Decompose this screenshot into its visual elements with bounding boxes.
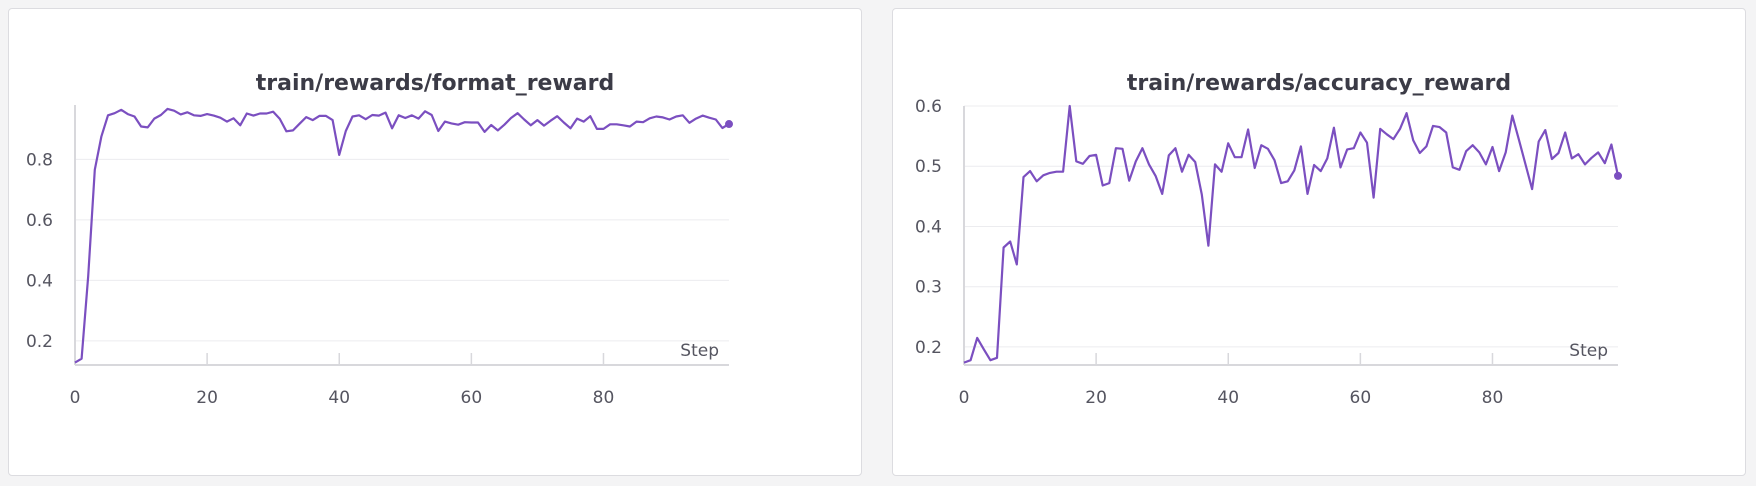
y-tick-label: 0.4	[26, 271, 53, 291]
y-tick-label: 0.6	[915, 97, 942, 117]
x-tick-label: 60	[461, 388, 483, 408]
x-tick-label: 0	[70, 388, 81, 408]
format-reward-plot[interactable]: 0.2 0.4 0.6 0.8 0 20 40 60 80 Step	[9, 9, 863, 477]
series-endpoint[interactable]	[1614, 171, 1622, 180]
series-endpoint[interactable]	[725, 120, 733, 129]
chart-title: train/rewards/accuracy_reward	[1126, 71, 1512, 96]
x-tick-label: 40	[328, 388, 350, 408]
chart-panel-accuracy-reward: train/rewards/accuracy_reward 0.2 0.3 0.4 0…	[892, 8, 1746, 476]
x-axis-label: Step	[680, 341, 719, 361]
y-tick-label: 0.2	[26, 332, 53, 352]
x-tick-label: 20	[1085, 388, 1107, 408]
y-tick-label: 0.6	[26, 211, 53, 231]
y-tick-label: 0.8	[26, 150, 53, 170]
x-axis-label: Step	[1569, 341, 1608, 361]
x-tick-label: 40	[1217, 388, 1239, 408]
chart-title: train/rewards/format_reward	[255, 71, 615, 96]
y-tick-label: 0.3	[915, 278, 942, 298]
x-tick-label: 80	[593, 388, 615, 408]
y-tick-label: 0.2	[915, 338, 942, 358]
y-tick-label: 0.5	[915, 157, 942, 177]
series-line[interactable]	[963, 104, 1620, 364]
x-tick-label: 0	[959, 388, 970, 408]
series-line[interactable]	[74, 107, 730, 364]
x-tick-label: 80	[1482, 388, 1504, 408]
x-tick-label: 60	[1350, 388, 1372, 408]
x-tick-label: 20	[196, 388, 218, 408]
y-tick-label: 0.4	[915, 217, 942, 237]
accuracy-reward-plot[interactable]: 0.2 0.3 0.4 0.5 0.6 0 20 40 60 80 Step	[893, 9, 1747, 477]
chart-panel-format-reward: train/rewards/format_reward 0.2 0.4 0.6 0.8…	[8, 8, 862, 476]
